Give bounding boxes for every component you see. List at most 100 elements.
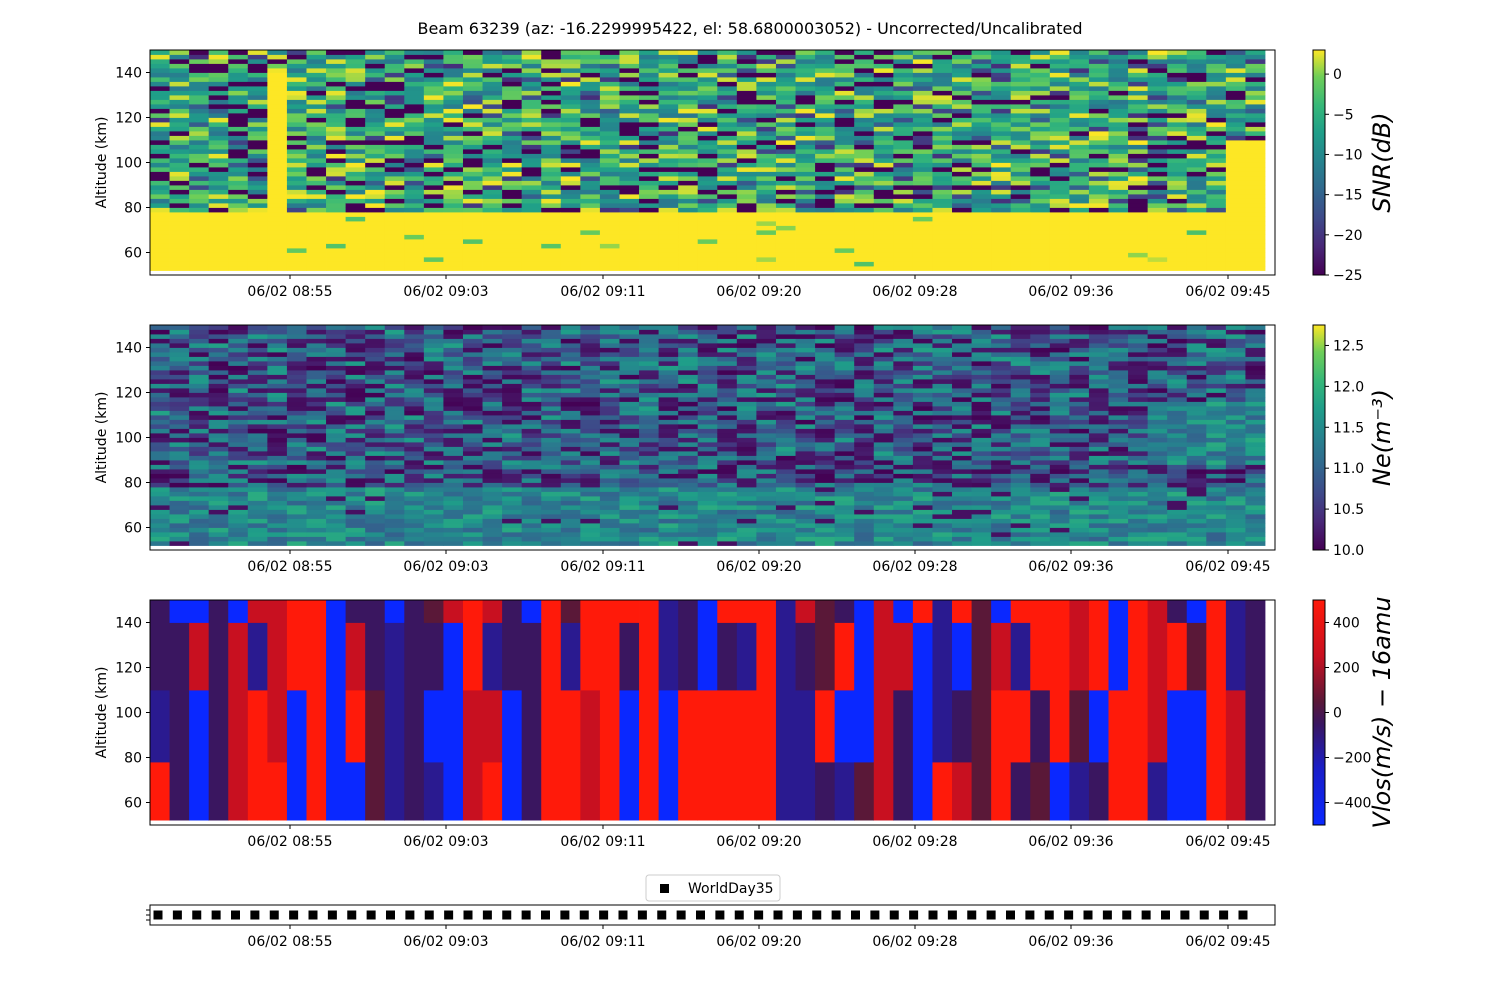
snr-cell (854, 104, 875, 109)
snr-cell (560, 266, 581, 271)
snr-cell (893, 167, 914, 172)
ne-cell (775, 406, 796, 411)
ne-cell (639, 455, 659, 461)
ne-cell (306, 365, 327, 371)
ne-cell (971, 392, 992, 398)
ne-cell (619, 469, 640, 474)
ne-cell (286, 419, 307, 425)
snr-cell (893, 176, 914, 181)
snr-cell (247, 216, 268, 222)
ne-cell (404, 343, 425, 348)
snr-cell (619, 77, 640, 82)
snr-cell (991, 95, 1012, 100)
snr-cell (326, 95, 347, 100)
snr-cell (560, 86, 581, 91)
snr-cell (873, 225, 894, 231)
ne-cell (619, 433, 640, 438)
snr-cell (228, 194, 249, 199)
snr-cell (697, 248, 718, 253)
snr-cell (247, 122, 268, 127)
ne-cell (873, 523, 894, 528)
ne-cell (834, 397, 855, 402)
snr-cell (1245, 99, 1266, 105)
snr-cell (775, 158, 796, 163)
ne-cell (697, 532, 718, 537)
snr-cell (365, 126, 386, 132)
snr-cell (423, 167, 444, 172)
ne-cell (423, 518, 444, 524)
snr-cell (1088, 198, 1109, 204)
ne-cell (345, 487, 366, 492)
snr-cell (541, 162, 562, 168)
snr-cell (443, 144, 464, 150)
ne-cell (150, 388, 170, 393)
snr-cell (150, 108, 170, 114)
snr-cell (423, 153, 444, 159)
snr-cell (228, 252, 249, 258)
snr-cell (1010, 122, 1031, 127)
snr-cell (893, 234, 914, 240)
snr-cell (952, 54, 972, 60)
snr-cell (502, 131, 523, 136)
ne-cell (991, 329, 1012, 335)
snr-cell (775, 225, 796, 231)
ne-cell (854, 532, 875, 537)
snr-cell (952, 140, 972, 145)
ne-cell (893, 343, 914, 348)
ne-cell (423, 338, 444, 344)
snr-cell (1010, 95, 1031, 100)
snr-cell (365, 234, 386, 240)
snr-cell (443, 95, 464, 100)
snr-cell (1147, 239, 1168, 244)
snr-cell (834, 207, 855, 213)
ne-cell (462, 410, 483, 416)
snr-cell (736, 266, 757, 271)
snr-cell (306, 50, 327, 55)
snr-cell (678, 194, 699, 199)
snr-cell (619, 234, 640, 240)
ne-cell (756, 473, 777, 479)
snr-cell (267, 198, 288, 204)
ne-cell (893, 518, 914, 524)
snr-cell (560, 144, 581, 150)
snr-cell (169, 158, 190, 163)
snr-cell (1108, 261, 1129, 267)
ne-cell (365, 469, 386, 474)
snr-cell (267, 266, 288, 271)
ne-cell (795, 374, 816, 380)
ne-cell (247, 455, 268, 461)
snr-cell (326, 225, 347, 231)
ne-cell (658, 532, 679, 537)
snr-cell (1245, 117, 1266, 123)
snr-cell (736, 81, 757, 87)
ne-cell (521, 523, 542, 528)
snr-cell (286, 68, 307, 73)
snr-cell (775, 171, 796, 177)
snr-cell (912, 144, 933, 150)
ne-cell (169, 455, 190, 461)
snr-cell (1167, 90, 1188, 96)
ne-cell (462, 365, 483, 371)
snr-cell (619, 185, 640, 190)
ne-cell (521, 356, 542, 362)
ne-cell (893, 509, 914, 515)
ne-cell (854, 338, 875, 344)
snr-cell (815, 68, 836, 73)
ne-cell (599, 478, 620, 483)
snr-cell (1049, 171, 1070, 177)
snr-cell (580, 257, 601, 262)
ne-cell (599, 419, 620, 425)
snr-cell (1069, 59, 1090, 64)
snr-cell (580, 266, 601, 271)
snr-cell (932, 140, 953, 145)
ne-cell (306, 514, 327, 519)
snr-cell (580, 198, 601, 204)
ne-cell (873, 527, 894, 533)
snr-cell (306, 140, 327, 145)
snr-cell (1167, 257, 1188, 262)
snr-cell (599, 95, 620, 100)
snr-cell (1049, 90, 1070, 96)
ne-cell (639, 473, 659, 479)
snr-cell (1088, 216, 1109, 222)
snr-cell (189, 234, 210, 240)
